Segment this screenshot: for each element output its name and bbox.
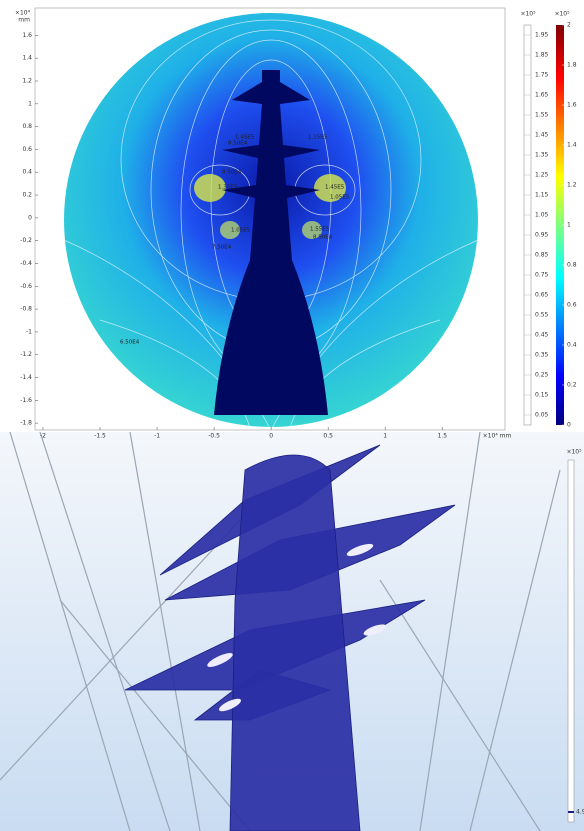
contour-label: 1.55E5	[310, 227, 330, 233]
contour-level-label: 1.95	[535, 32, 549, 39]
contour-label: 7.50E4	[212, 245, 232, 251]
contour-level-label: 0.25	[535, 372, 549, 379]
contour-level-label: 0.35	[535, 352, 549, 359]
contour-level-label: 0.65	[535, 292, 549, 299]
colorbar-label: 0	[567, 422, 571, 429]
y-tick-label: 0.2	[22, 192, 32, 199]
x-tick-label: -1	[154, 433, 160, 440]
colorbar-label: 0.4	[567, 342, 577, 349]
y-tick-label: -1.4	[20, 374, 32, 381]
y-tick-label: 1.4	[22, 55, 32, 62]
contour-level-label: 1.85	[535, 52, 549, 59]
contour-level-label: 0.55	[535, 312, 549, 319]
figure: -2 -1.5 -1 -0.5 0 0.5 1 1.5 1.6 1.4 1.2 1 0.8 0.6 0.4 0…	[0, 0, 584, 831]
x-tick-label: 0.5	[323, 433, 333, 440]
contour-label: 1.05E5	[330, 195, 350, 201]
contour-level-label: 0.95	[535, 232, 549, 239]
y-tick-label: -1	[26, 328, 32, 335]
contour-label: 1.45E5	[325, 185, 345, 191]
y-tick-label: -0.2	[20, 237, 32, 244]
contour-level-label: 1.75	[535, 72, 549, 79]
contour-label: 8.50E4	[222, 170, 242, 176]
contour-label: 1.15E5	[308, 135, 328, 141]
contour-label: 8.50E4	[228, 141, 248, 147]
contour-level-label: 0.45	[535, 332, 549, 339]
contour-level-label: 1.15	[535, 192, 549, 199]
x-tick-label: 1.5	[437, 433, 447, 440]
colorbar-unit: ×10⁵	[566, 449, 582, 456]
y-tick-label: 0.6	[22, 146, 32, 153]
colorbar-label: 0.8	[567, 262, 577, 269]
contour-unit: ×10⁵	[520, 11, 536, 18]
colorbar-label: 0.6	[567, 302, 577, 309]
field-plot	[35, 8, 564, 430]
contour-level-label: 0.05	[535, 412, 549, 419]
y-tick-label: 1	[28, 100, 32, 107]
colorbar-label: 2	[567, 22, 571, 29]
y-tick-label: -0.4	[20, 260, 32, 267]
colorbar-label: 0.2	[567, 382, 577, 389]
x-tick-label: 0	[269, 433, 273, 440]
colorbar-label: 4.99	[576, 809, 584, 816]
contour-legend-bar	[524, 25, 531, 425]
x-tick-label: -1.5	[94, 433, 106, 440]
contour-level-label: 1.45	[535, 132, 549, 139]
x-tick-label: 1	[383, 433, 387, 440]
y-tick-label: 1.6	[22, 32, 32, 39]
contour-level-label: 1.05	[535, 212, 549, 219]
x-tick-label: -2	[40, 433, 46, 440]
y-axis-label: mm	[18, 17, 30, 24]
colorbar-label: 1.6	[567, 102, 577, 109]
y-tick-label: 0.4	[22, 169, 32, 176]
y-axis-unit: ×10⁴	[15, 10, 31, 17]
y-tick-label: 1.2	[22, 77, 32, 84]
y-tick-label: -1.8	[20, 420, 32, 427]
contour-label: 8.50E4	[313, 235, 333, 241]
y-tick-label: -1.6	[20, 397, 32, 404]
colorbar-label: 1.2	[567, 182, 577, 189]
contour-level-label: 1.25	[535, 172, 549, 179]
x-tick-label: -0.5	[208, 433, 220, 440]
y-tick-label: 0	[28, 214, 32, 221]
y-tick-label: -1.2	[20, 351, 32, 358]
contour-label: 6.50E4	[120, 340, 140, 346]
contour-level-label: 0.75	[535, 272, 549, 279]
y-tick-label: -0.8	[20, 306, 32, 313]
colorbar-unit: ×10⁵	[554, 11, 570, 18]
colorbar	[568, 460, 574, 822]
y-tick-label: 0.8	[22, 123, 32, 130]
contour-label: 1.05E5	[231, 228, 251, 234]
y-tick-label: -0.6	[20, 283, 32, 290]
surface-view	[0, 432, 584, 831]
colorbar-label: 1.8	[567, 62, 577, 69]
contour-level-label: 1.35	[535, 152, 549, 159]
colorbar-label: 1	[567, 222, 571, 229]
contour-level-label: 0.15	[535, 392, 549, 399]
x-axis-label: ×10⁴ mm	[483, 433, 512, 440]
contour-label: 1.35E5	[218, 185, 238, 191]
colorbar-label: 1.4	[567, 142, 577, 149]
contour-level-label: 1.65	[535, 92, 549, 99]
contour-level-label: 0.85	[535, 252, 549, 259]
contour-level-label: 1.55	[535, 112, 549, 119]
